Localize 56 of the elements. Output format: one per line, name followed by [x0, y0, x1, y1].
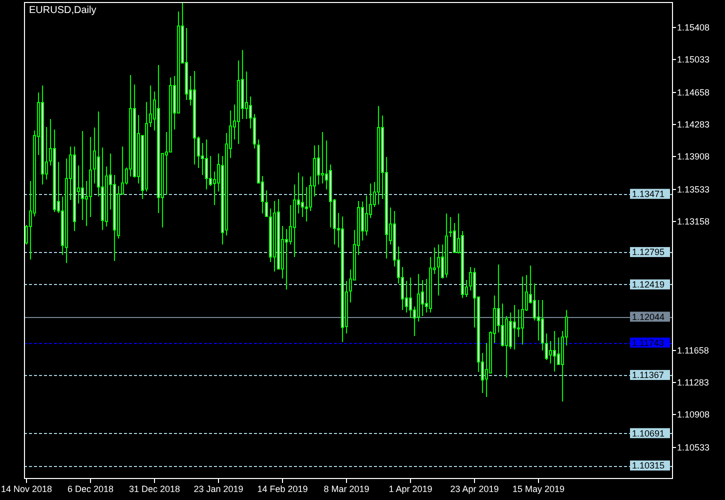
candlestick	[437, 244, 440, 296]
candlestick	[301, 176, 304, 218]
candlestick	[513, 304, 516, 350]
ref-line-label: 1.12795	[632, 247, 665, 258]
candlestick	[317, 144, 320, 185]
y-tick-label: 1.11283	[677, 378, 709, 388]
x-tick-label: 14 Nov 2018	[0, 484, 52, 494]
candlestick	[405, 280, 408, 314]
x-tick-label: 23 Jan 2019	[194, 484, 244, 494]
candlestick	[453, 222, 456, 253]
x-tick-label: 14 Feb 2019	[257, 484, 308, 494]
y-tick-label: 1.14658	[677, 88, 710, 98]
candlestick	[549, 340, 552, 364]
y-tick-label: 1.10908	[677, 410, 710, 420]
candlestick	[501, 302, 504, 347]
ref-line-label: 1.10315	[632, 460, 665, 471]
candlestick	[409, 276, 412, 318]
candlestick	[93, 127, 96, 184]
x-tick-label: 1 Apr 2019	[388, 484, 432, 494]
ref-line-label: 1.10691	[632, 428, 665, 438]
ref-line-label: 1.11743	[632, 338, 664, 348]
ref-line-label: 1.12419	[632, 280, 665, 290]
candlestick	[517, 308, 520, 338]
chart-title: EURUSD,Daily	[29, 5, 96, 16]
candlestick	[205, 139, 208, 190]
candlestick	[533, 282, 536, 321]
y-tick-label: 1.11658	[677, 346, 709, 356]
candlestick	[149, 84, 152, 128]
candlestick	[417, 274, 420, 322]
y-tick-label: 1.10533	[677, 442, 710, 453]
y-tick-label: 1.13908	[677, 152, 710, 162]
x-tick-label: 8 Mar 2019	[324, 484, 370, 494]
candlestick	[553, 330, 556, 372]
candlestick	[245, 71, 248, 120]
x-tick-label: 31 Dec 2018	[128, 484, 180, 494]
ref-line-label: 1.13471	[632, 189, 665, 200]
x-tick-label: 15 May 2019	[512, 484, 565, 494]
candlestick	[321, 131, 324, 184]
x-tick-label: 6 Dec 2018	[67, 484, 114, 494]
candlestick	[537, 299, 540, 341]
candlestick	[209, 156, 212, 187]
candlestick	[81, 130, 84, 220]
candlestick	[285, 228, 288, 290]
y-tick-label: 1.14283	[677, 120, 710, 130]
candlestick	[305, 186, 308, 222]
candlestick	[421, 280, 424, 317]
candlestick	[365, 195, 368, 236]
y-tick-label: 1.15408	[677, 22, 710, 33]
y-tick-label: 1.13533	[677, 184, 710, 195]
x-tick-label: 23 Apr 2019	[450, 484, 499, 494]
ref-line-label: 1.11367	[632, 370, 664, 380]
ref-line-label: 1.12044	[632, 312, 665, 322]
y-tick-label: 1.13158	[677, 216, 710, 227]
candlestick	[521, 276, 524, 346]
candlestick	[557, 337, 560, 366]
y-tick-label: 1.15033	[677, 54, 710, 65]
